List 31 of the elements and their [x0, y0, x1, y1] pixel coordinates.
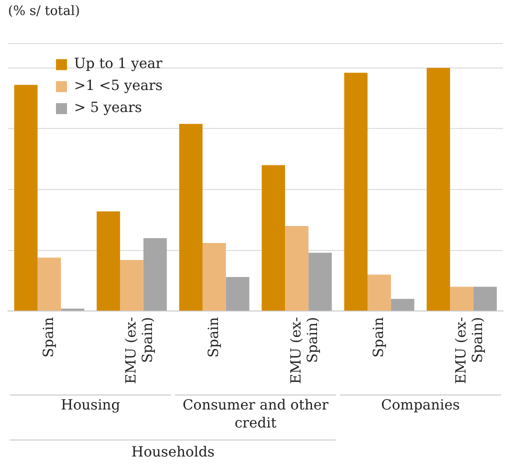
bar [262, 165, 286, 311]
legend-label: > 5 years [74, 100, 142, 116]
x-tick-label: EMU (ex-Spain) [453, 316, 486, 384]
text: Companies [381, 398, 460, 414]
chart-title: (% s/ total) [8, 4, 80, 20]
bar [473, 286, 497, 311]
bar [344, 72, 368, 311]
legend-label: Up to 1 year [74, 56, 163, 72]
x-tick-label: Spain [370, 317, 387, 358]
text: Households [131, 444, 215, 461]
bar [226, 277, 250, 311]
bar [179, 124, 203, 311]
x-tick-label: Spain [206, 317, 222, 358]
bar [96, 211, 120, 311]
bar [38, 258, 61, 311]
bar [368, 274, 391, 311]
bar [426, 68, 450, 311]
text: Housing [60, 398, 120, 414]
bar [390, 298, 414, 311]
bar [285, 226, 308, 311]
bar [202, 242, 226, 311]
legend-label: >1 <5 years [74, 78, 163, 94]
bar [120, 260, 144, 311]
bar [14, 84, 38, 311]
bar [308, 252, 332, 311]
x-tick-label: EMU (ex-Spain) [123, 316, 156, 384]
bar [450, 286, 474, 311]
text: Consumer and other credit [182, 398, 329, 432]
x-tick-label: Spain [40, 317, 57, 358]
bar [143, 238, 167, 311]
x-tick-label: EMU (ex-Spain) [288, 316, 322, 384]
